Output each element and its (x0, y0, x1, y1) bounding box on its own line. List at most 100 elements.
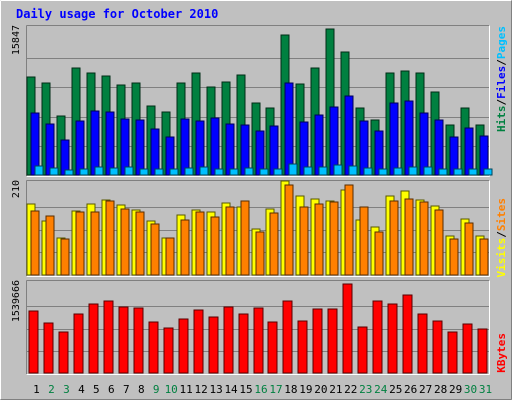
bar-kbytes (163, 327, 174, 374)
bar-kbytes (193, 309, 204, 374)
bar-sites (389, 200, 399, 276)
bar-kbytes (223, 306, 234, 374)
x-tick-label: 19 (299, 383, 312, 396)
bar-pages (259, 168, 269, 176)
bar-kbytes (477, 328, 488, 374)
bar-pages (34, 165, 44, 176)
bar-kbytes (118, 306, 129, 374)
bar-kbytes (58, 331, 69, 374)
bar-pages (49, 167, 59, 176)
bar-kbytes (267, 321, 278, 374)
bar-sites (75, 211, 85, 276)
bar-sites (135, 211, 145, 276)
x-tick-label: 31 (479, 383, 492, 396)
x-tick-label: 23 (359, 383, 372, 396)
panel-2: 210 (11, 180, 490, 277)
bar-kbytes (238, 313, 249, 374)
bar-kbytes (312, 308, 323, 374)
x-tick-label: 22 (344, 383, 357, 396)
panel-3: 1539666 (11, 280, 490, 375)
bar-files (389, 102, 399, 176)
bar-pages (393, 167, 403, 176)
bar-files (225, 123, 235, 176)
x-tick-label: 10 (165, 383, 178, 396)
bar-kbytes (103, 300, 114, 374)
bar-pages (318, 166, 328, 176)
bar-pages (288, 163, 298, 176)
bar-sites (60, 238, 70, 276)
bar-sites (284, 184, 294, 276)
bar-sites (299, 206, 309, 276)
bar-kbytes (372, 300, 383, 374)
x-tick-label: 27 (419, 383, 432, 396)
bar-files (105, 111, 115, 176)
bar-files (434, 119, 444, 176)
bar-kbytes (327, 308, 338, 374)
legend-part: Hits (495, 106, 508, 133)
bar-sites (464, 222, 474, 276)
x-tick-label: 4 (78, 383, 85, 396)
x-tick-label: 13 (209, 383, 222, 396)
bar-pages (139, 168, 149, 176)
bar-kbytes (462, 323, 473, 374)
bar-pages (79, 168, 89, 176)
bar-pages (303, 166, 313, 176)
bar-pages (229, 168, 239, 176)
bar-pages (109, 167, 119, 176)
bar-files (180, 118, 190, 176)
bar-pages (64, 169, 74, 176)
x-tick-label: 2 (48, 383, 55, 396)
bar-files (314, 114, 324, 176)
bar-kbytes (73, 313, 84, 374)
x-axis-day-labels: 1 2 3 4 5 6 7 8 9 10 11 12 13 14 15 16 17 18 19 20 21 22 23 24 2… (33, 383, 492, 396)
bar-pages (378, 168, 388, 176)
bar-sites (374, 231, 384, 276)
legend-part: / (495, 99, 508, 106)
x-tick-label: 11 (180, 383, 193, 396)
bar-kbytes (133, 307, 144, 374)
bar-files (404, 100, 414, 176)
bar-sites (434, 209, 444, 276)
bar-pages (94, 166, 104, 176)
legend-hits-files-pages: Hits/Files/Pages (495, 26, 508, 132)
y-max-label: 15847 (11, 25, 22, 55)
bar-files (359, 120, 369, 176)
y-max-label: 210 (11, 180, 22, 198)
bar-sites (180, 219, 190, 276)
bar-pages (408, 166, 418, 176)
bar-files (150, 128, 160, 176)
bar-pages (169, 168, 179, 176)
bar-kbytes (253, 307, 264, 374)
bar-files (45, 123, 55, 176)
x-tick-label: 18 (284, 383, 297, 396)
bar-sites (449, 238, 459, 276)
x-tick-label: 26 (404, 383, 417, 396)
x-tick-label: 12 (195, 383, 208, 396)
bar-sites (30, 210, 40, 276)
bar-sites (344, 184, 354, 276)
x-tick-label: 3 (63, 383, 70, 396)
bar-sites (210, 216, 220, 276)
legend-part: Sites (495, 198, 508, 231)
bar-kbytes (342, 283, 353, 374)
legend-visits-sites: Visits/Sites (495, 198, 508, 278)
bar-kbytes (432, 320, 443, 374)
bar-pages (214, 168, 224, 176)
x-tick-label: 7 (123, 383, 130, 396)
bar-pages (124, 166, 134, 176)
bar-kbytes (43, 322, 54, 374)
bar-kbytes (28, 310, 39, 374)
bar-sites (120, 208, 130, 276)
legend-part: / (495, 231, 508, 238)
x-tick-label: 1 (33, 383, 40, 396)
bar-sites (255, 231, 265, 276)
bar-kbytes (387, 303, 398, 374)
bar-sites (195, 211, 205, 276)
legend-part: Visits (495, 238, 508, 278)
legend-kbytes: KBytes (495, 333, 508, 373)
x-tick-label: 30 (464, 383, 477, 396)
bar-sites (240, 200, 250, 276)
bar-sites (359, 206, 369, 276)
bar-pages (438, 168, 448, 176)
x-tick-label: 15 (239, 383, 252, 396)
